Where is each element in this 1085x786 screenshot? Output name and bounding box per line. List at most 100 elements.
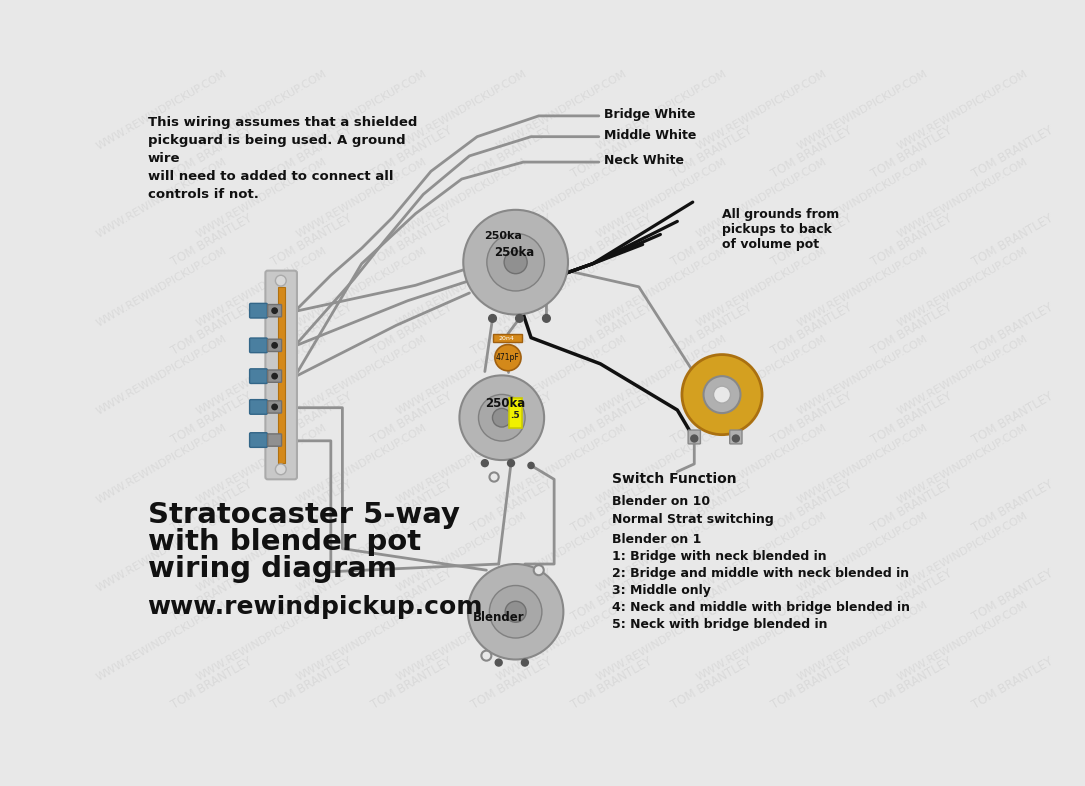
Text: WWW.REWINDPICKUP.COM: WWW.REWINDPICKUP.COM [695, 334, 829, 417]
Text: WWW.REWINDPICKUP.COM: WWW.REWINDPICKUP.COM [94, 334, 229, 417]
Circle shape [482, 460, 488, 467]
Text: 1: Bridge with neck blended in: 1: Bridge with neck blended in [612, 550, 827, 563]
Text: WWW.REWINDPICKUP.COM: WWW.REWINDPICKUP.COM [194, 245, 329, 329]
Text: TOM BRANTLEY: TOM BRANTLEY [769, 478, 855, 534]
Circle shape [468, 564, 563, 659]
Text: WWW.REWINDPICKUP.COM: WWW.REWINDPICKUP.COM [895, 68, 1030, 151]
Circle shape [506, 601, 526, 623]
Text: WWW.REWINDPICKUP.COM: WWW.REWINDPICKUP.COM [495, 600, 629, 682]
Text: .5: .5 [510, 411, 520, 420]
Text: TOM BRANTLEY: TOM BRANTLEY [970, 655, 1055, 712]
Text: WWW.REWINDPICKUP.COM: WWW.REWINDPICKUP.COM [695, 68, 829, 151]
Text: TOM BRANTLEY: TOM BRANTLEY [970, 478, 1055, 534]
Text: TOM BRANTLEY: TOM BRANTLEY [169, 567, 254, 623]
Text: 3: Middle only: 3: Middle only [612, 584, 711, 597]
Text: TOM BRANTLEY: TOM BRANTLEY [869, 478, 955, 534]
Text: TOM BRANTLEY: TOM BRANTLEY [269, 567, 355, 623]
Text: www.rewindpickup.com: www.rewindpickup.com [148, 595, 483, 619]
Text: WWW.REWINDPICKUP.COM: WWW.REWINDPICKUP.COM [495, 334, 629, 417]
Text: TOM BRANTLEY: TOM BRANTLEY [169, 123, 254, 181]
Text: WWW.REWINDPICKUP.COM: WWW.REWINDPICKUP.COM [595, 511, 729, 594]
FancyBboxPatch shape [268, 370, 282, 382]
Circle shape [272, 404, 278, 410]
Text: WWW.REWINDPICKUP.COM: WWW.REWINDPICKUP.COM [395, 422, 528, 505]
Text: TOM BRANTLEY: TOM BRANTLEY [469, 655, 554, 712]
Text: TOM BRANTLEY: TOM BRANTLEY [769, 212, 855, 269]
Text: WWW.REWINDPICKUP.COM: WWW.REWINDPICKUP.COM [295, 68, 429, 151]
Text: 250ka: 250ka [485, 398, 525, 410]
Text: 20n4: 20n4 [498, 336, 514, 341]
Circle shape [487, 233, 545, 291]
Text: WWW.REWINDPICKUP.COM: WWW.REWINDPICKUP.COM [395, 68, 528, 151]
Text: WWW.REWINDPICKUP.COM: WWW.REWINDPICKUP.COM [94, 156, 229, 240]
Text: WWW.REWINDPICKUP.COM: WWW.REWINDPICKUP.COM [295, 511, 429, 594]
Text: WWW.REWINDPICKUP.COM: WWW.REWINDPICKUP.COM [194, 422, 329, 505]
Text: TOM BRANTLEY: TOM BRANTLEY [469, 567, 554, 623]
Text: TOM BRANTLEY: TOM BRANTLEY [970, 123, 1055, 181]
Circle shape [515, 314, 523, 322]
Text: TOM BRANTLEY: TOM BRANTLEY [669, 567, 755, 623]
Text: WWW.REWINDPICKUP.COM: WWW.REWINDPICKUP.COM [194, 334, 329, 417]
Text: TOM BRANTLEY: TOM BRANTLEY [970, 212, 1055, 269]
Text: WWW.REWINDPICKUP.COM: WWW.REWINDPICKUP.COM [495, 68, 629, 151]
Text: WWW.REWINDPICKUP.COM: WWW.REWINDPICKUP.COM [395, 156, 528, 240]
Text: WWW.REWINDPICKUP.COM: WWW.REWINDPICKUP.COM [295, 245, 429, 329]
Text: WWW.REWINDPICKUP.COM: WWW.REWINDPICKUP.COM [495, 245, 629, 329]
Text: WWW.REWINDPICKUP.COM: WWW.REWINDPICKUP.COM [795, 156, 929, 240]
Text: TOM BRANTLEY: TOM BRANTLEY [669, 123, 755, 181]
Text: WWW.REWINDPICKUP.COM: WWW.REWINDPICKUP.COM [395, 511, 528, 594]
Text: TOM BRANTLEY: TOM BRANTLEY [269, 212, 355, 269]
Text: WWW.REWINDPICKUP.COM: WWW.REWINDPICKUP.COM [695, 245, 829, 329]
FancyBboxPatch shape [268, 434, 282, 446]
Text: WWW.REWINDPICKUP.COM: WWW.REWINDPICKUP.COM [795, 334, 929, 417]
Text: All grounds from
pickups to back
of volume pot: All grounds from pickups to back of volu… [722, 208, 840, 252]
Text: This wiring assumes that a shielded
pickguard is being used. A ground
wire
will : This wiring assumes that a shielded pick… [148, 116, 417, 201]
Circle shape [489, 586, 541, 638]
Text: WWW.REWINDPICKUP.COM: WWW.REWINDPICKUP.COM [395, 600, 528, 682]
Circle shape [703, 376, 740, 413]
Text: TOM BRANTLEY: TOM BRANTLEY [669, 478, 755, 534]
Bar [493, 334, 522, 342]
Text: TOM BRANTLEY: TOM BRANTLEY [469, 123, 554, 181]
Text: Blender on 10
Normal Strat switching: Blender on 10 Normal Strat switching [612, 494, 774, 526]
FancyBboxPatch shape [268, 340, 282, 351]
Text: TOM BRANTLEY: TOM BRANTLEY [269, 655, 355, 712]
Circle shape [478, 395, 525, 441]
Text: TOM BRANTLEY: TOM BRANTLEY [369, 478, 455, 534]
Circle shape [493, 409, 511, 427]
Text: WWW.REWINDPICKUP.COM: WWW.REWINDPICKUP.COM [295, 156, 429, 240]
Text: 2: Bridge and middle with neck blended in: 2: Bridge and middle with neck blended i… [612, 567, 909, 580]
Text: 250ka: 250ka [484, 231, 522, 241]
Text: TOM BRANTLEY: TOM BRANTLEY [570, 123, 654, 181]
Text: WWW.REWINDPICKUP.COM: WWW.REWINDPICKUP.COM [495, 156, 629, 240]
Circle shape [488, 314, 496, 322]
Circle shape [489, 472, 499, 482]
Circle shape [542, 314, 550, 322]
Text: TOM BRANTLEY: TOM BRANTLEY [570, 478, 654, 534]
Text: Blender: Blender [473, 612, 524, 624]
Text: Switch Function: Switch Function [612, 472, 737, 486]
Text: TOM BRANTLEY: TOM BRANTLEY [469, 301, 554, 358]
Text: TOM BRANTLEY: TOM BRANTLEY [869, 212, 955, 269]
Circle shape [495, 659, 502, 666]
Text: TOM BRANTLEY: TOM BRANTLEY [269, 478, 355, 534]
Text: TOM BRANTLEY: TOM BRANTLEY [469, 389, 554, 446]
Text: WWW.REWINDPICKUP.COM: WWW.REWINDPICKUP.COM [695, 156, 829, 240]
Text: TOM BRANTLEY: TOM BRANTLEY [570, 567, 654, 623]
Text: WWW.REWINDPICKUP.COM: WWW.REWINDPICKUP.COM [595, 334, 729, 417]
Text: Bridge White: Bridge White [604, 108, 695, 121]
Circle shape [272, 373, 278, 379]
Text: WWW.REWINDPICKUP.COM: WWW.REWINDPICKUP.COM [795, 68, 929, 151]
FancyBboxPatch shape [250, 369, 267, 384]
Bar [278, 287, 285, 463]
Text: WWW.REWINDPICKUP.COM: WWW.REWINDPICKUP.COM [94, 600, 229, 682]
FancyBboxPatch shape [250, 433, 267, 447]
Text: Blender on 1: Blender on 1 [612, 533, 701, 546]
Bar [509, 399, 522, 428]
FancyBboxPatch shape [268, 401, 282, 413]
Text: WWW.REWINDPICKUP.COM: WWW.REWINDPICKUP.COM [895, 600, 1030, 682]
Text: TOM BRANTLEY: TOM BRANTLEY [469, 212, 554, 269]
Text: WWW.REWINDPICKUP.COM: WWW.REWINDPICKUP.COM [795, 422, 929, 505]
FancyBboxPatch shape [688, 430, 701, 444]
Text: TOM BRANTLEY: TOM BRANTLEY [769, 301, 855, 358]
